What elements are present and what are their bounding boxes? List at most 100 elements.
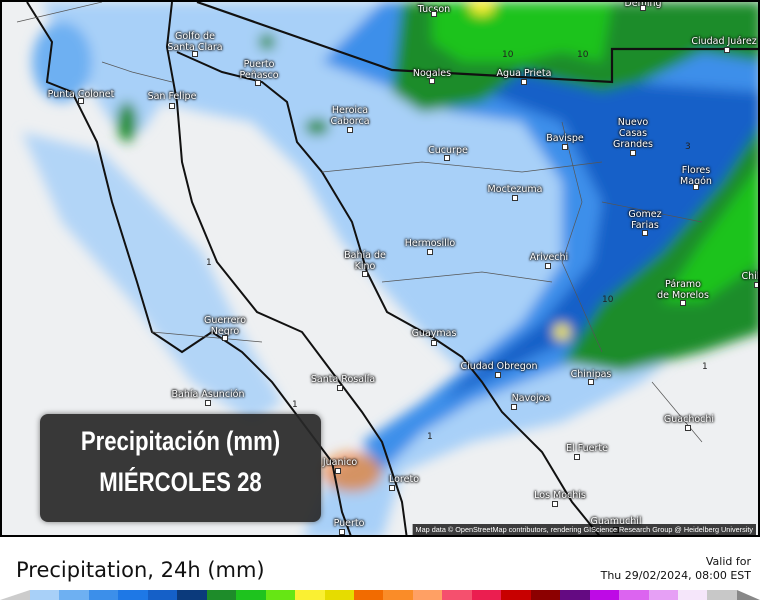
contour-label: 1 [427,432,433,442]
color-scale-swatch [236,590,266,600]
city-marker [521,79,527,85]
city-marker [693,184,699,190]
color-scale-swatch [59,590,89,600]
color-scale-swatch [707,590,737,600]
color-scale-swatch [324,590,354,600]
contour-label: 10 [502,50,514,60]
city-marker [754,282,758,288]
city-label: Guachochi [663,414,715,425]
city-label: Bahía Asunción [171,389,245,400]
city-marker [685,425,691,431]
city-marker [444,155,450,161]
city-label: Arivechi [529,252,569,263]
map-attribution: Map data © OpenStreetMap contributors, r… [412,524,756,535]
city-label: Nogales [412,68,452,79]
city-label: Bahía de Kino [344,250,386,272]
color-scale-swatch [560,590,590,600]
color-scale-swatch [265,590,296,600]
city-marker [640,5,646,11]
border-us-mexico [196,2,758,84]
valid-label: Valid for [705,555,751,568]
color-scale-swatch [353,590,384,600]
city-marker [680,300,686,306]
color-scale-swatch [147,590,178,600]
city-label: Flores Magón [680,165,712,187]
contour-label: 1 [206,258,212,268]
city-marker [427,249,433,255]
city-label: El Fuerte [566,443,608,454]
rain-green-south-bright [662,167,758,302]
city-label: San Felipe [147,91,197,102]
city-label: Los Mochis [534,490,586,501]
contour-label: 10 [602,295,614,305]
city-label: Santa Rosalía [310,374,376,385]
overlay-title-box: Precipitación (mm) MIÉRCOLES 28 [40,414,321,522]
city-marker [562,144,568,150]
color-scale-swatch [118,590,148,600]
city-label: Guamuchil [590,516,642,527]
city-label: Navojoa [511,393,551,404]
city-label: Tucson [417,4,451,15]
city-marker [642,230,648,236]
color-scale-swatch [471,590,502,600]
city-marker [512,195,518,201]
city-marker [78,98,84,104]
city-marker [431,11,437,17]
scale-max-arrow [737,590,760,600]
city-marker [192,51,198,57]
contour-label: 3 [685,142,691,152]
valid-time: Valid for Thu 29/02/2024, 08:00 EST [601,555,751,583]
city-marker [339,529,345,535]
city-label: Páramo de Morelos [657,279,709,301]
city-label: Hermosillo [404,238,456,249]
precipitation-field [16,2,758,535]
color-scale-swatch [501,590,531,600]
contour-label: 1 [702,362,708,372]
color-scale-swatch [648,590,678,600]
city-label: Ciudad Obregon [460,361,538,372]
color-scale-swatch [412,590,443,600]
color-scale-swatch [589,590,620,600]
rain-band-light-sw [22,132,282,422]
color-scale-swatch [295,590,325,600]
rain-green-south [562,128,758,372]
legend-title: Precipitation, 24h (mm) [16,558,265,582]
city-label: Puerto Peñasco [239,59,279,81]
city-marker [347,127,353,133]
city-marker [222,335,228,341]
city-marker [545,263,551,269]
city-label: Punta Colonet [47,89,115,100]
city-label: Moctezuma [487,184,543,195]
city-label: Chinipas [570,369,612,380]
contour-label: 1 [292,400,298,410]
city-label: Guaymas [411,328,457,339]
state-borders [16,2,703,443]
color-scale-swatch [677,590,708,600]
color-scale-swatch [383,590,413,600]
city-label: Loreto [388,474,420,485]
color-scale-swatch [206,590,237,600]
city-label: Heroica Caborca [330,105,370,127]
contour-label: 10 [577,50,589,60]
city-label: Chihuahua [741,271,758,282]
color-scale-swatch [530,590,561,600]
city-label: Ciudad Juárez [691,36,757,47]
city-marker [169,103,175,109]
color-scale-swatch [442,590,472,600]
city-marker [337,385,343,391]
city-marker [429,78,435,84]
city-marker [255,80,261,86]
scale-min-arrow [0,590,30,600]
color-scale-swatch [88,590,119,600]
city-marker [630,150,636,156]
color-scale-swatch [619,590,649,600]
city-label: Bavispe [546,133,584,144]
city-marker [588,379,594,385]
city-marker [335,468,341,474]
color-scale-swatch [177,590,207,600]
city-label: Puerto [333,518,365,529]
city-label: Agua Prieta [496,68,552,79]
city-label: Nuevo Casas Grandes [613,117,653,150]
city-marker [511,404,517,410]
